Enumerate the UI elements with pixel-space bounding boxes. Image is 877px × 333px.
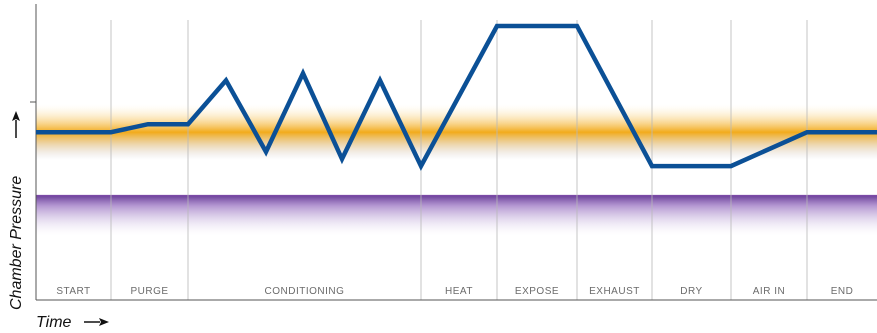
x-axis-label: Time xyxy=(36,314,72,331)
phase-labels: START PURGE CONDITIONING HEAT EXPOSE EXHAUST D… xyxy=(56,286,854,297)
phase-label: EXPOSE xyxy=(515,286,559,297)
axes xyxy=(30,4,877,301)
phase-label: PURGE xyxy=(130,286,168,297)
x-axis-title: Time xyxy=(36,314,109,331)
phase-label: HEAT xyxy=(445,286,473,297)
phase-label: END xyxy=(831,286,854,297)
phase-label: AIR IN xyxy=(753,286,785,297)
phase-label: CONDITIONING xyxy=(265,286,345,297)
y-axis-label: Chamber Pressure xyxy=(8,176,25,310)
vacuum-band xyxy=(36,195,877,236)
y-axis-arrow-icon xyxy=(12,111,20,138)
phase-label: START xyxy=(56,286,90,297)
atmospheric-band xyxy=(36,104,877,161)
series-layer xyxy=(36,23,877,172)
plot-area: START PURGE CONDITIONING HEAT EXPOSE EXHAUST D… xyxy=(30,4,877,301)
pressure-bands xyxy=(36,104,877,236)
phase-dividers xyxy=(110,20,808,300)
phase-label: DRY xyxy=(680,286,702,297)
y-axis-title: Chamber Pressure xyxy=(8,111,25,310)
x-axis-arrow-icon xyxy=(84,318,109,326)
pressure-series-line xyxy=(36,23,877,172)
phase-label: EXHAUST xyxy=(589,286,640,297)
